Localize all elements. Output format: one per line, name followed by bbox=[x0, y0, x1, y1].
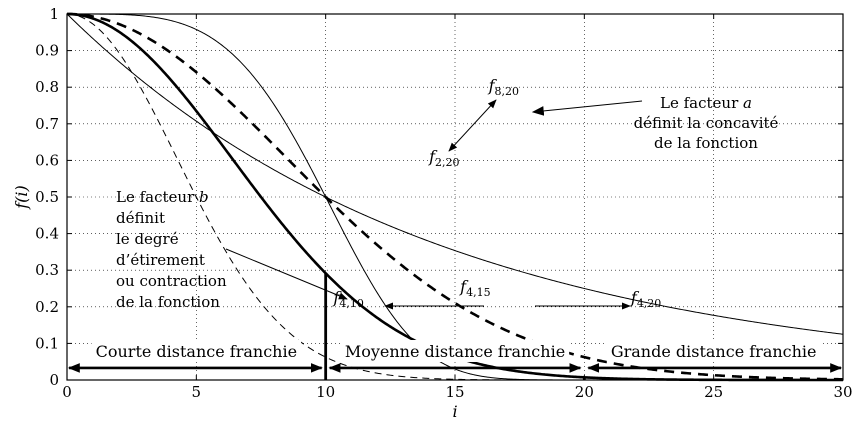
curve-label: f4,10 bbox=[332, 288, 363, 310]
zone-label-bg bbox=[606, 340, 821, 362]
zones: Courte distance franchie Moyenne distance… bbox=[67, 340, 843, 373]
x-tick-label: 10 bbox=[316, 383, 335, 401]
zone-label: Moyenne distance franchie bbox=[345, 342, 565, 361]
y-tick-label: 0.5 bbox=[35, 188, 59, 206]
curve-f-4-20 bbox=[66, 12, 844, 381]
curve-f-4-10 bbox=[66, 13, 843, 381]
curve-label: f2,20 bbox=[428, 147, 459, 169]
zone-boundaries bbox=[324, 273, 586, 380]
curve-f-2-20 bbox=[66, 13, 844, 335]
x-tick-label: 20 bbox=[575, 383, 594, 401]
y-tick-label: 0.3 bbox=[35, 261, 59, 279]
y-tick-label: 0 bbox=[49, 371, 59, 389]
y-axis-label: f(i) bbox=[12, 185, 31, 210]
x-tick-label: 15 bbox=[445, 383, 464, 401]
y-tick-labels: 0 0.1 0.2 0.3 0.4 0.5 0.6 0.7 0.8 0.9 1 bbox=[35, 5, 59, 389]
annotation-concavity: Le facteur a définit la concavité de la fo… bbox=[634, 94, 779, 152]
curve-label: f4,20 bbox=[630, 288, 661, 310]
zone-label: Grande distance franchie bbox=[611, 342, 817, 361]
y-tick-label: 0.4 bbox=[35, 225, 59, 243]
zone-label: Courte distance franchie bbox=[96, 342, 297, 361]
y-tick-label: 0.7 bbox=[35, 115, 59, 133]
curve-label: f8,20 bbox=[488, 76, 519, 98]
arrow-concavity-range bbox=[448, 99, 497, 152]
arrow-concavity bbox=[531, 100, 643, 116]
y-tick-label: 0.6 bbox=[35, 151, 59, 169]
x-axis-label: i bbox=[452, 402, 457, 421]
y-tick-label: 1 bbox=[49, 5, 59, 23]
annotation-stretch: Le facteur b définit le degré d’étirement ou… bbox=[116, 188, 227, 311]
zone-label-bg bbox=[91, 340, 302, 362]
x-tick-label: 25 bbox=[704, 383, 723, 401]
x-tick-labels: 0 5 10 15 20 25 30 bbox=[62, 383, 852, 401]
arrow-stretch bbox=[225, 248, 348, 300]
x-tick-label: 30 bbox=[833, 383, 852, 401]
curve-labels: f8,20 f2,20 f4,10 f4,15 f4,20 bbox=[332, 76, 661, 310]
y-tick-label: 0.1 bbox=[35, 334, 59, 352]
x-tick-label: 5 bbox=[192, 383, 202, 401]
annotation-arrows bbox=[225, 99, 643, 310]
x-tick-label: 0 bbox=[62, 383, 72, 401]
zone-label-bg bbox=[340, 340, 570, 362]
y-tick-label: 0.9 bbox=[35, 42, 59, 60]
curve-label: f4,15 bbox=[459, 277, 490, 299]
y-tick-label: 0.8 bbox=[35, 78, 59, 96]
y-tick-label: 0.2 bbox=[35, 298, 59, 316]
